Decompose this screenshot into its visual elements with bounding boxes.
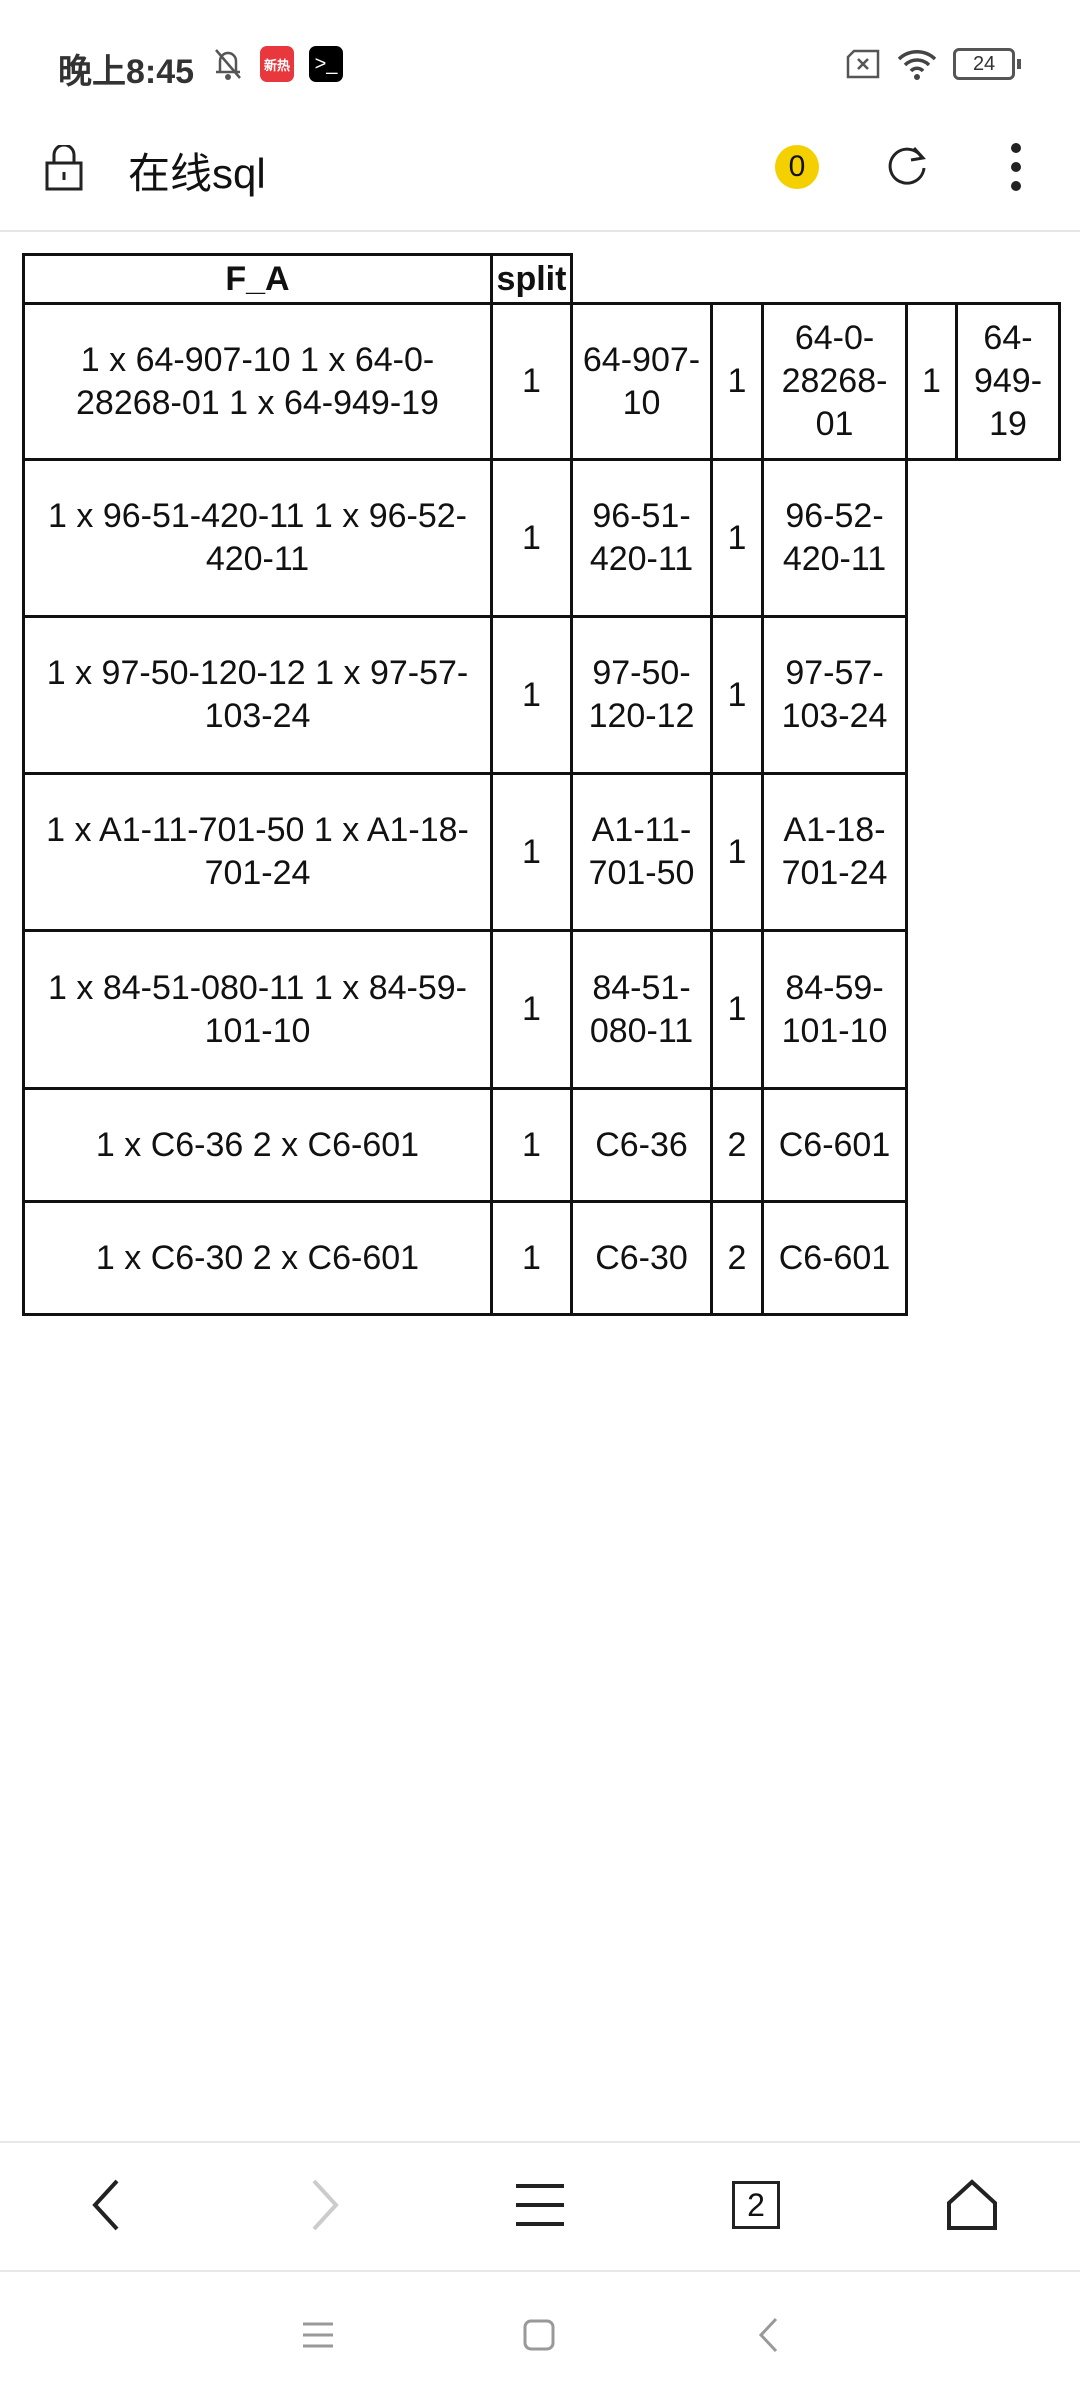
- table-cell-split: 1: [490, 458, 573, 618]
- table-cell-part: 1: [710, 929, 764, 1090]
- more-options-icon[interactable]: [1003, 142, 1029, 192]
- tabs-icon[interactable]: 2: [716, 2170, 796, 2240]
- back-icon[interactable]: [67, 2170, 147, 2240]
- column-header-split: split: [490, 253, 573, 305]
- table-cell-part: 96-52-420-11: [761, 458, 908, 618]
- table-cell-fa: 1 x A1-11-701-50 1 x A1-18-701-24: [22, 772, 493, 932]
- sim-x-icon: [845, 46, 881, 82]
- table-cell-part: 96-51-420-11: [570, 458, 713, 618]
- page-title[interactable]: 在线sql: [128, 150, 266, 197]
- table-cell-part: 1: [710, 302, 764, 461]
- table-cell-part: 2: [710, 1087, 764, 1203]
- table-cell-fa: 1 x 64-907-10 1 x 64-0-28268-01 1 x 64-9…: [22, 302, 493, 461]
- table-cell-split: 1: [490, 302, 573, 461]
- table-cell-part: 64-907-10: [570, 302, 713, 461]
- battery-level: 24: [953, 48, 1016, 80]
- status-time: 晚上8:45: [58, 53, 195, 91]
- refresh-icon[interactable]: [884, 142, 930, 188]
- table-cell-split: 1: [490, 615, 573, 775]
- table-cell-part: 97-50-120-12: [570, 615, 713, 775]
- table-cell-part: 84-51-080-11: [570, 929, 713, 1090]
- home-icon[interactable]: [932, 2170, 1012, 2240]
- battery-icon: 24: [953, 46, 1021, 82]
- table-cell-part: 1: [710, 458, 764, 618]
- table-cell-part: 1: [710, 615, 764, 775]
- table-cell-part: 1: [905, 302, 958, 461]
- adblock-badge[interactable]: 0: [775, 145, 819, 189]
- table-cell-fa: 1 x 97-50-120-12 1 x 97-57-103-24: [22, 615, 493, 775]
- table-cell-part: A1-11-701-50: [570, 772, 713, 932]
- table-cell-fa: 1 x C6-30 2 x C6-601: [22, 1200, 493, 1316]
- table-cell-split: 1: [490, 929, 573, 1090]
- terminal-app-icon: >_: [309, 46, 343, 82]
- news-app-label: 新热: [263, 57, 290, 73]
- table-cell-part: 84-59-101-10: [761, 929, 908, 1090]
- menu-icon[interactable]: [500, 2170, 580, 2240]
- table-cell-part: C6-601: [761, 1087, 908, 1203]
- bell-muted-icon: [210, 46, 246, 82]
- table-cell-part: C6-36: [570, 1087, 713, 1203]
- forward-icon[interactable]: [284, 2170, 364, 2240]
- tab-count: 2: [732, 2181, 780, 2229]
- table-cell-part: 1: [710, 772, 764, 932]
- system-back-icon[interactable]: [738, 2305, 798, 2365]
- column-header-f-a: F_A: [22, 253, 493, 305]
- system-home-icon[interactable]: [509, 2305, 569, 2365]
- lock-icon[interactable]: [44, 143, 84, 191]
- table-cell-part: C6-601: [761, 1200, 908, 1316]
- table-cell-split: 1: [490, 772, 573, 932]
- browser-bottom-nav: [0, 2141, 1080, 2272]
- table-cell-part: 64-949-19: [955, 302, 1061, 461]
- table-cell-part: C6-30: [570, 1200, 713, 1316]
- wifi-icon: [895, 46, 939, 82]
- table-cell-split: 1: [490, 1200, 573, 1316]
- table-cell-split: 1: [490, 1087, 573, 1203]
- news-app-icon: 新热: [260, 46, 294, 82]
- table-cell-fa: 1 x 84-51-080-11 1 x 84-59-101-10: [22, 929, 493, 1090]
- table-cell-fa: 1 x 96-51-420-11 1 x 96-52-420-11: [22, 458, 493, 618]
- table-cell-part: A1-18-701-24: [761, 772, 908, 932]
- table-cell-part: 97-57-103-24: [761, 615, 908, 775]
- recents-icon[interactable]: [288, 2305, 348, 2365]
- table-cell-fa: 1 x C6-36 2 x C6-601: [22, 1087, 493, 1203]
- table-cell-part: 2: [710, 1200, 764, 1316]
- status-bar: 晚上8:45 新热 >_ 24: [0, 0, 1080, 130]
- table-cell-part: 64-0-28268-01: [761, 302, 908, 461]
- browser-toolbar: [0, 130, 1080, 232]
